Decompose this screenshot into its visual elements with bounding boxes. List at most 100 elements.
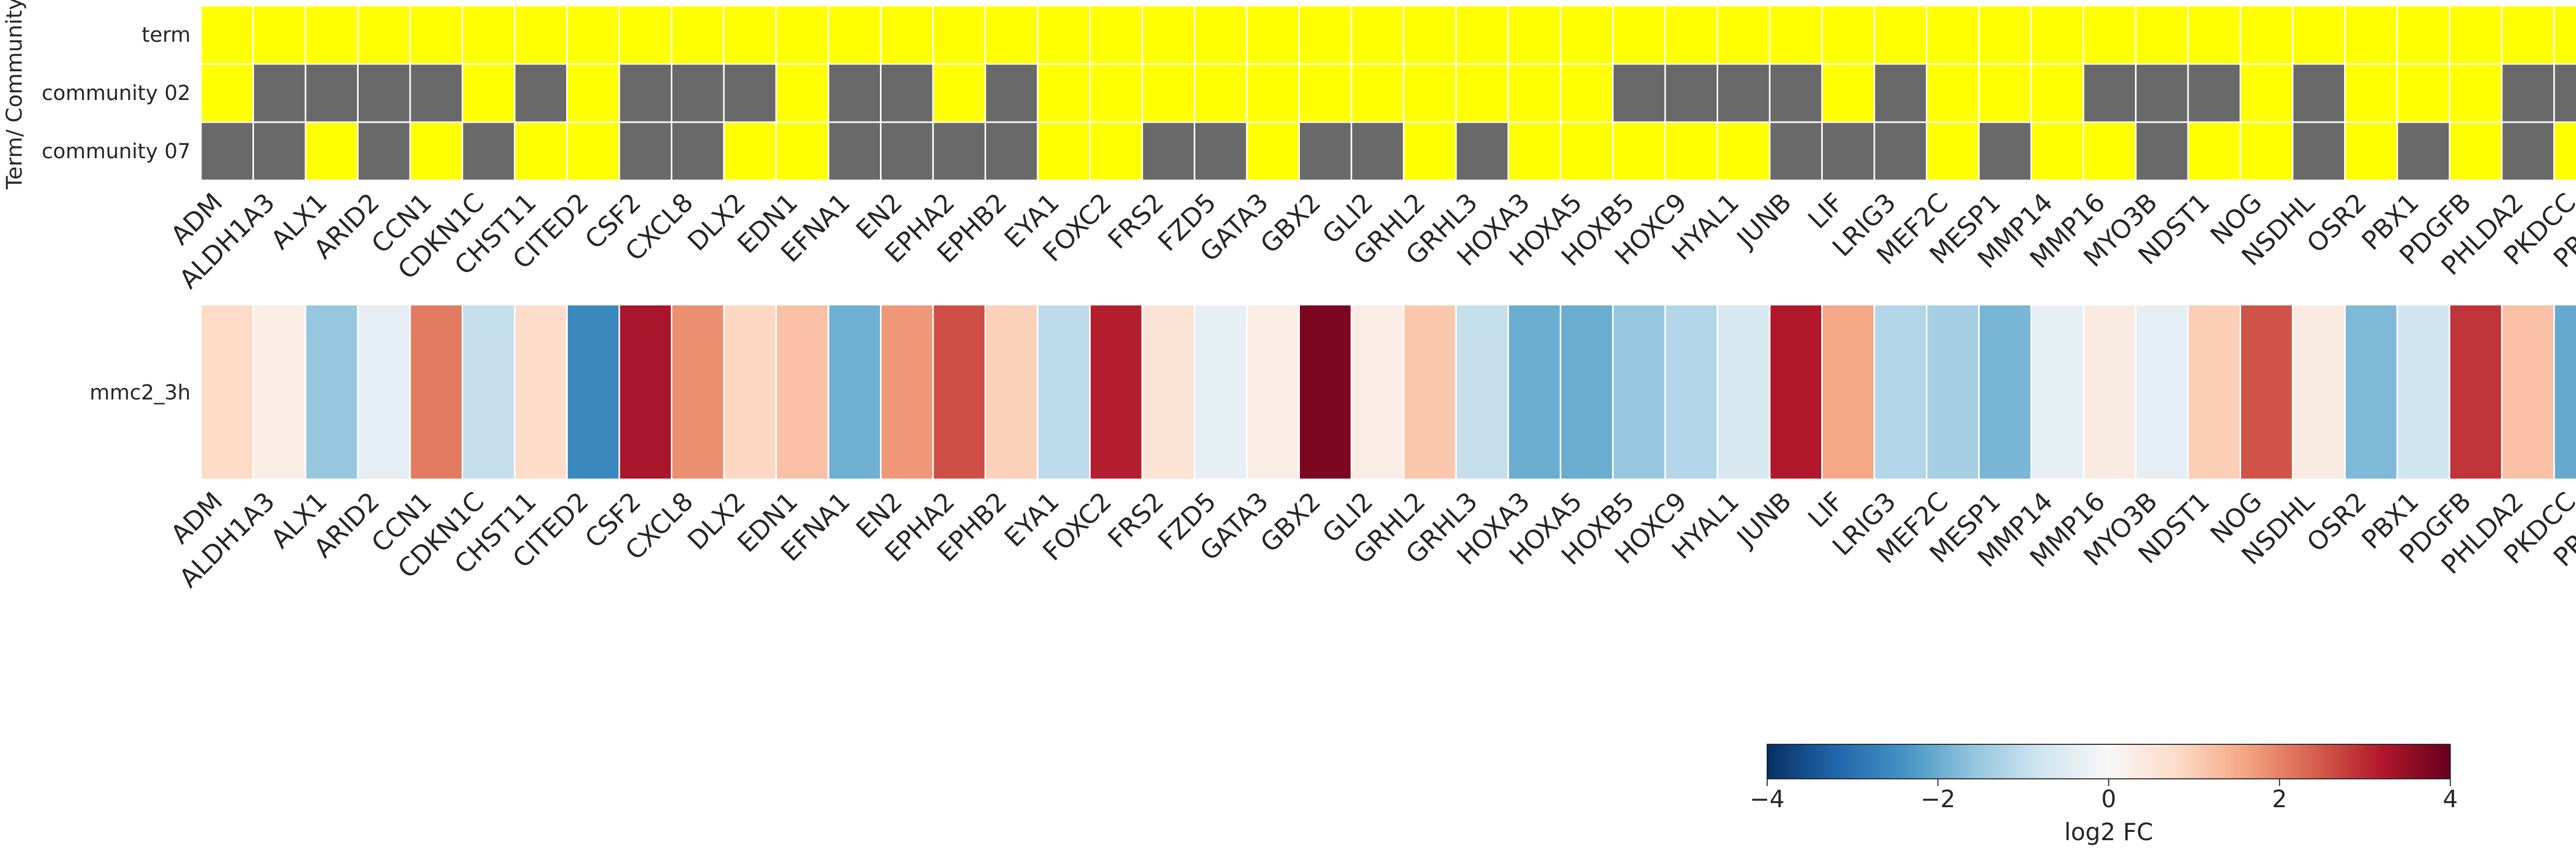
membership-cell-community-07-ALDH1A3: [252, 121, 307, 181]
membership-cell-term-PBX1: [2396, 5, 2450, 65]
membership-cell-term-MESP1: [1978, 5, 2032, 65]
membership-cell-community-07-MESP1: [1978, 121, 2032, 181]
membership-cell-term-HOXA5: [1560, 5, 1614, 65]
membership-cell-term-ALX1: [304, 5, 359, 65]
membership-cell-community-07-PBX1: [2396, 121, 2450, 181]
foldchange-cell-ADM: [200, 304, 254, 480]
membership-cell-community-02-DLX2: [723, 63, 777, 123]
membership-cell-term-HYAL1: [1717, 5, 1771, 65]
membership-cell-community-07-PDGFB: [2449, 121, 2503, 181]
membership-cell-community-07-CHST11: [514, 121, 568, 181]
membership-cell-term-ARID2: [357, 5, 411, 65]
membership-cell-community-02-PHLDA2: [2501, 63, 2555, 123]
foldchange-cell-CCN1: [409, 304, 463, 480]
colorbar-tick-label: 2: [2272, 785, 2287, 813]
membership-cell-community-02-GLI2: [1350, 63, 1404, 123]
colorbar: −4 −2 0 2 4 log2 FC: [1750, 744, 2458, 846]
membership-cell-community-02-EDN1: [775, 63, 829, 123]
membership-cell-term-FZD5: [1194, 5, 1248, 65]
colorbar-tick-label: 0: [2101, 785, 2116, 813]
membership-cell-community-02-EPHB2: [985, 63, 1039, 123]
membership-cell-community-07-EYA1: [1037, 121, 1091, 181]
membership-cell-community-07-CXCL8: [671, 121, 725, 181]
membership-cell-term-HOXB5: [1612, 5, 1666, 65]
membership-cell-community-02-GATA3: [1246, 63, 1300, 123]
membership-cell-term-MMP16: [2082, 5, 2137, 65]
foldchange-cell-FOXC2: [1089, 304, 1143, 480]
membership-cell-term-GLI2: [1350, 5, 1404, 65]
membership-cell-community-02-NSDHL: [2292, 63, 2346, 123]
membership-cell-community-07-DLX2: [723, 121, 777, 181]
membership-cell-community-02-ALX1: [304, 63, 359, 123]
membership-cell-community-02-HYAL1: [1717, 63, 1771, 123]
membership-cell-term-NSDHL: [2292, 5, 2346, 65]
membership-cell-community-07-HOXA5: [1560, 121, 1614, 181]
membership-cell-term-NDST1: [2187, 5, 2241, 65]
foldchange-cell-ALX1: [304, 304, 359, 480]
foldchange-cell-HYAL1: [1717, 304, 1771, 480]
membership-cell-community-07-JUNB: [1769, 121, 1823, 181]
membership-cell-community-02-OSR2: [2344, 63, 2398, 123]
membership-cell-community-07-CCN1: [409, 121, 463, 181]
membership-cell-community-02-MESP1: [1978, 63, 2032, 123]
membership-cell-community-07-GLI2: [1350, 121, 1404, 181]
membership-cell-term-LIF: [1821, 5, 1875, 65]
row-label-community-02: community 02: [42, 81, 191, 105]
membership-cell-term-EN2: [880, 5, 934, 65]
foldchange-cell-EPHB2: [985, 304, 1039, 480]
membership-cell-community-07-EPHB2: [985, 121, 1039, 181]
membership-row-labels: term community 02 community 07: [42, 23, 191, 163]
membership-cell-community-07-HYAL1: [1717, 121, 1771, 181]
colorbar-tick-label: −2: [1921, 785, 1956, 813]
membership-cell-community-02-MMP16: [2082, 63, 2137, 123]
bottom-x-label-FRS2: FRS2: [1102, 486, 1170, 554]
foldchange-cell-CHST11: [514, 304, 568, 480]
membership-cell-community-07-LIF: [1821, 121, 1875, 181]
foldchange-cell-NOG: [2240, 304, 2294, 480]
top-x-label-OSR2: OSR2: [2301, 187, 2372, 258]
y-axis-label: Term/ Community: [2, 0, 27, 190]
colorbar-tick-label: 4: [2443, 785, 2458, 813]
membership-cell-community-07-ADM: [200, 121, 254, 181]
foldchange-cell-NDST1: [2187, 304, 2241, 480]
membership-cell-term-CITED2: [566, 5, 620, 65]
foldchange-cell-EYA1: [1037, 304, 1091, 480]
foldchange-cell-HOXA3: [1507, 304, 1562, 480]
membership-cell-community-02-CXCL8: [671, 63, 725, 123]
foldchange-cell-EFNA1: [827, 304, 882, 480]
foldchange-cell-PBX1: [2396, 304, 2450, 480]
colorbar-gradient: [1767, 744, 2451, 779]
membership-cell-community-02-GRHL3: [1455, 63, 1509, 123]
foldchange-cell-HOXC9: [1664, 304, 1718, 480]
membership-cell-community-02-HOXA5: [1560, 63, 1614, 123]
membership-cell-community-02-MYO3B: [2135, 63, 2189, 123]
foldchange-cell-MMP16: [2082, 304, 2137, 480]
membership-cell-community-07-CITED2: [566, 121, 620, 181]
membership-cell-community-07-MEF2C: [1926, 121, 1980, 181]
membership-cell-community-02-HOXB5: [1612, 63, 1666, 123]
top-x-label-JUNB: JUNB: [1730, 187, 1797, 254]
top-x-label-FRS2: FRS2: [1102, 187, 1170, 255]
membership-cell-community-02-NOG: [2240, 63, 2294, 123]
foldchange-cell-HOXA5: [1560, 304, 1614, 480]
membership-cell-community-02-CHST11: [514, 63, 568, 123]
foldchange-cell-PHLDA2: [2501, 304, 2555, 480]
membership-cell-community-02-CCN1: [409, 63, 463, 123]
membership-cell-term-GRHL3: [1455, 5, 1509, 65]
foldchange-cell-DLX2: [723, 304, 777, 480]
membership-cell-community-02-FOXC2: [1089, 63, 1143, 123]
membership-cell-term-CHST11: [514, 5, 568, 65]
membership-cell-community-07-HOXB5: [1612, 121, 1666, 181]
membership-cell-community-07-EFNA1: [827, 121, 882, 181]
membership-cell-term-EDN1: [775, 5, 829, 65]
membership-cell-community-07-GBX2: [1298, 121, 1352, 181]
membership-cell-term-MYO3B: [2135, 5, 2189, 65]
foldchange-cell-PKDCC: [2553, 304, 2576, 480]
colorbar-label: log2 FC: [2064, 818, 2154, 846]
membership-cell-term-OSR2: [2344, 5, 2398, 65]
foldchange-cell-MMP14: [2030, 304, 2084, 480]
membership-cell-term-CXCL8: [671, 5, 725, 65]
foldchange-cell-GRHL3: [1455, 304, 1509, 480]
foldchange-cell-HOXB5: [1612, 304, 1666, 480]
